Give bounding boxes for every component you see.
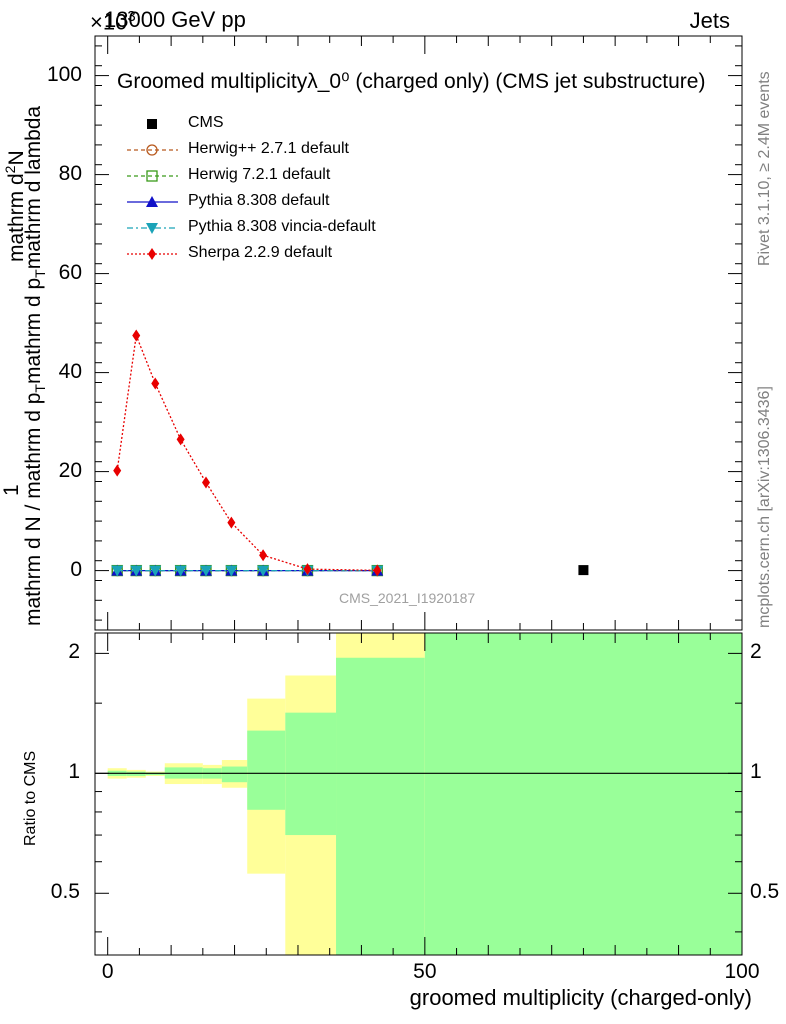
green-band-8	[336, 657, 425, 955]
series-point-4	[227, 516, 236, 529]
ratio-y-label: Ratio to CMS	[22, 750, 39, 846]
series-point-3	[174, 565, 187, 577]
energy-label: 13000 GeV pp	[104, 7, 246, 32]
main-y-tick-label: 80	[58, 161, 82, 185]
main-y-tick-label: 100	[46, 62, 82, 86]
series-line-4	[116, 332, 378, 572]
green-band-9	[424, 633, 742, 955]
ratio-y-tick-label: 2	[68, 640, 80, 664]
ratio-bands	[95, 633, 742, 955]
main-y-tick-label: 40	[58, 359, 82, 383]
series-point-3	[130, 565, 143, 577]
ratio-y-tick-label-right: 2	[750, 640, 762, 664]
ratio-y-tick-label: 1	[68, 760, 80, 784]
legend-label: Sherpa 2.2.9 default	[188, 244, 333, 261]
legend	[127, 119, 178, 260]
legend-label: Pythia 8.308 default	[188, 192, 330, 209]
main-panel-frame	[94, 35, 743, 631]
legend-label: Pythia 8.308 vincia-default	[188, 218, 376, 235]
rivet-label: Rivet 3.1.10, ≥ 2.4M events	[756, 71, 773, 266]
series-point-4	[151, 377, 160, 390]
x-tick-label: 100	[724, 960, 760, 983]
legend-marker	[146, 144, 158, 156]
green-band-5	[221, 766, 248, 783]
main-y-tick-label: 60	[58, 260, 82, 284]
legend-marker	[146, 223, 158, 234]
legend-label: CMS	[188, 114, 224, 131]
series-point-4	[113, 464, 122, 477]
mcplots-label: mcplots.cern.ch [arXiv:1306.3436]	[756, 386, 773, 628]
ratio-y-tick-label: 0.5	[50, 880, 80, 904]
series-point-3	[111, 565, 124, 577]
legend-label: Herwig 7.2.1 default	[188, 166, 331, 183]
series-point-4	[259, 549, 268, 562]
series-point-4	[202, 476, 211, 489]
series-point-3	[200, 565, 213, 577]
series-group	[111, 329, 589, 577]
ratio-panel-frame	[94, 632, 743, 956]
analysis-label: CMS_2021_I1920187	[339, 590, 476, 606]
y-exponent-label: ×103	[90, 8, 136, 35]
legend-marker	[148, 248, 156, 260]
series-point-4	[303, 563, 312, 576]
series-point-3	[257, 565, 270, 577]
x-axis-label: groomed multiplicity (charged-only)	[409, 985, 752, 1010]
legend-marker	[146, 170, 158, 182]
chart-title: Groomed multiplicityλ_0⁰ (charged only) …	[117, 70, 706, 93]
legend-marker	[147, 119, 157, 129]
y-axis-label-one: 1	[0, 484, 23, 496]
series-point-3	[225, 565, 238, 577]
cms-data-point	[578, 565, 589, 576]
legend-label: Herwig++ 2.7.1 default	[188, 140, 349, 157]
main-y-tick-label: 20	[58, 458, 82, 482]
series-point-4	[132, 329, 141, 342]
series-point-4	[373, 564, 382, 577]
x-tick-label: 50	[413, 960, 437, 983]
green-band-6	[247, 730, 286, 810]
series-point-4	[176, 433, 185, 446]
process-label: Jets	[689, 8, 730, 33]
axis-ticks	[95, 36, 743, 955]
y-axis-label-denominator: mathrm d N / mathrm d pTmathrm d pTmathr…	[22, 105, 49, 626]
legend-marker	[146, 196, 158, 207]
main-y-tick-label: 0	[70, 557, 82, 581]
ratio-y-tick-label-right: 1	[750, 760, 762, 784]
series-point-3	[149, 565, 162, 577]
x-tick-label: 0	[101, 960, 114, 983]
ratio-y-tick-label-right: 0.5	[750, 880, 780, 904]
